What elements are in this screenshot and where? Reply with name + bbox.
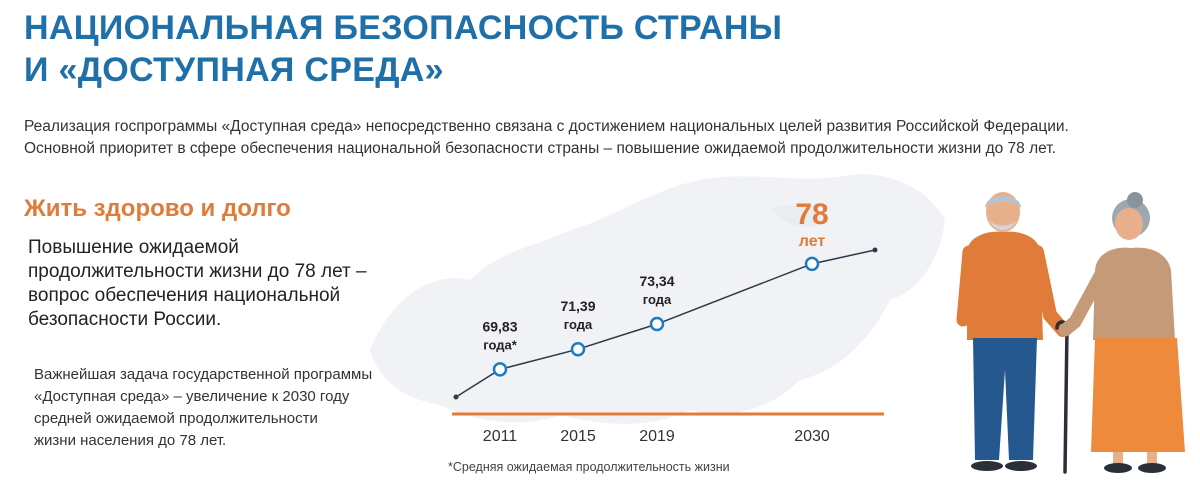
x-tick-label: 2015 bbox=[560, 428, 596, 445]
data-label-unit: года* bbox=[483, 337, 517, 352]
page-title-line-2: И «ДОСТУПНАЯ СРЕДА» bbox=[24, 51, 444, 89]
series-line bbox=[455, 249, 876, 398]
data-label-value: 73,34 bbox=[639, 273, 674, 289]
task-line: жизни населения до 78 лет. bbox=[34, 432, 227, 449]
data-label-value: 69,83 bbox=[482, 318, 517, 334]
chart-footnote: *Средняя ожидаемая продолжительность жиз… bbox=[448, 460, 730, 474]
elderly-woman-icon bbox=[1058, 192, 1185, 473]
intro-text-line-1: Реализация госпрограммы «Доступная среда… bbox=[24, 118, 1069, 135]
lead-line: Повышение ожидаемой bbox=[28, 237, 239, 258]
russia-map-silhouette bbox=[370, 174, 945, 424]
data-label-value: 78 bbox=[795, 198, 828, 231]
task-paragraph: Важнейшая задача государственной програм… bbox=[34, 364, 414, 452]
x-tick-label: 2030 bbox=[794, 428, 830, 445]
line-start-dot bbox=[453, 394, 459, 400]
data-point bbox=[649, 316, 665, 332]
task-line: средней ожидаемой продолжительности bbox=[34, 410, 318, 427]
data-label-unit: года bbox=[564, 317, 593, 332]
elderly-man-icon bbox=[956, 192, 1070, 471]
page-title-line-1: НАЦИОНАЛЬНАЯ БЕЗОПАСНОСТЬ СТРАНЫ bbox=[24, 9, 783, 47]
data-point bbox=[570, 341, 586, 357]
lead-paragraph: Повышение ожидаемой продолжительности жи… bbox=[28, 236, 388, 332]
cane-icon bbox=[1055, 320, 1069, 474]
task-line: «Доступная среда» – увеличение к 2030 го… bbox=[34, 388, 350, 405]
intro-text-line-2: Основной приоритет в сфере обеспечения н… bbox=[24, 140, 1056, 157]
lead-line: безопасности России. bbox=[28, 309, 222, 330]
lead-line: вопрос обеспечения национальной bbox=[28, 285, 341, 306]
task-line: Важнейшая задача государственной програм… bbox=[34, 366, 373, 383]
elderly-couple-illustration bbox=[956, 192, 1185, 474]
x-tick-label: 2019 bbox=[639, 428, 675, 445]
data-point bbox=[804, 256, 820, 272]
section-heading: Жить здорово и долго bbox=[24, 195, 291, 222]
data-label-unit: лет bbox=[799, 233, 826, 250]
line-end-dot bbox=[872, 247, 878, 253]
data-label-unit: года bbox=[643, 292, 672, 307]
lead-line: продолжительности жизни до 78 лет – bbox=[28, 261, 367, 282]
data-point bbox=[492, 362, 508, 377]
x-tick-label: 2011 bbox=[483, 428, 518, 445]
data-label-value: 71,39 bbox=[560, 298, 595, 314]
